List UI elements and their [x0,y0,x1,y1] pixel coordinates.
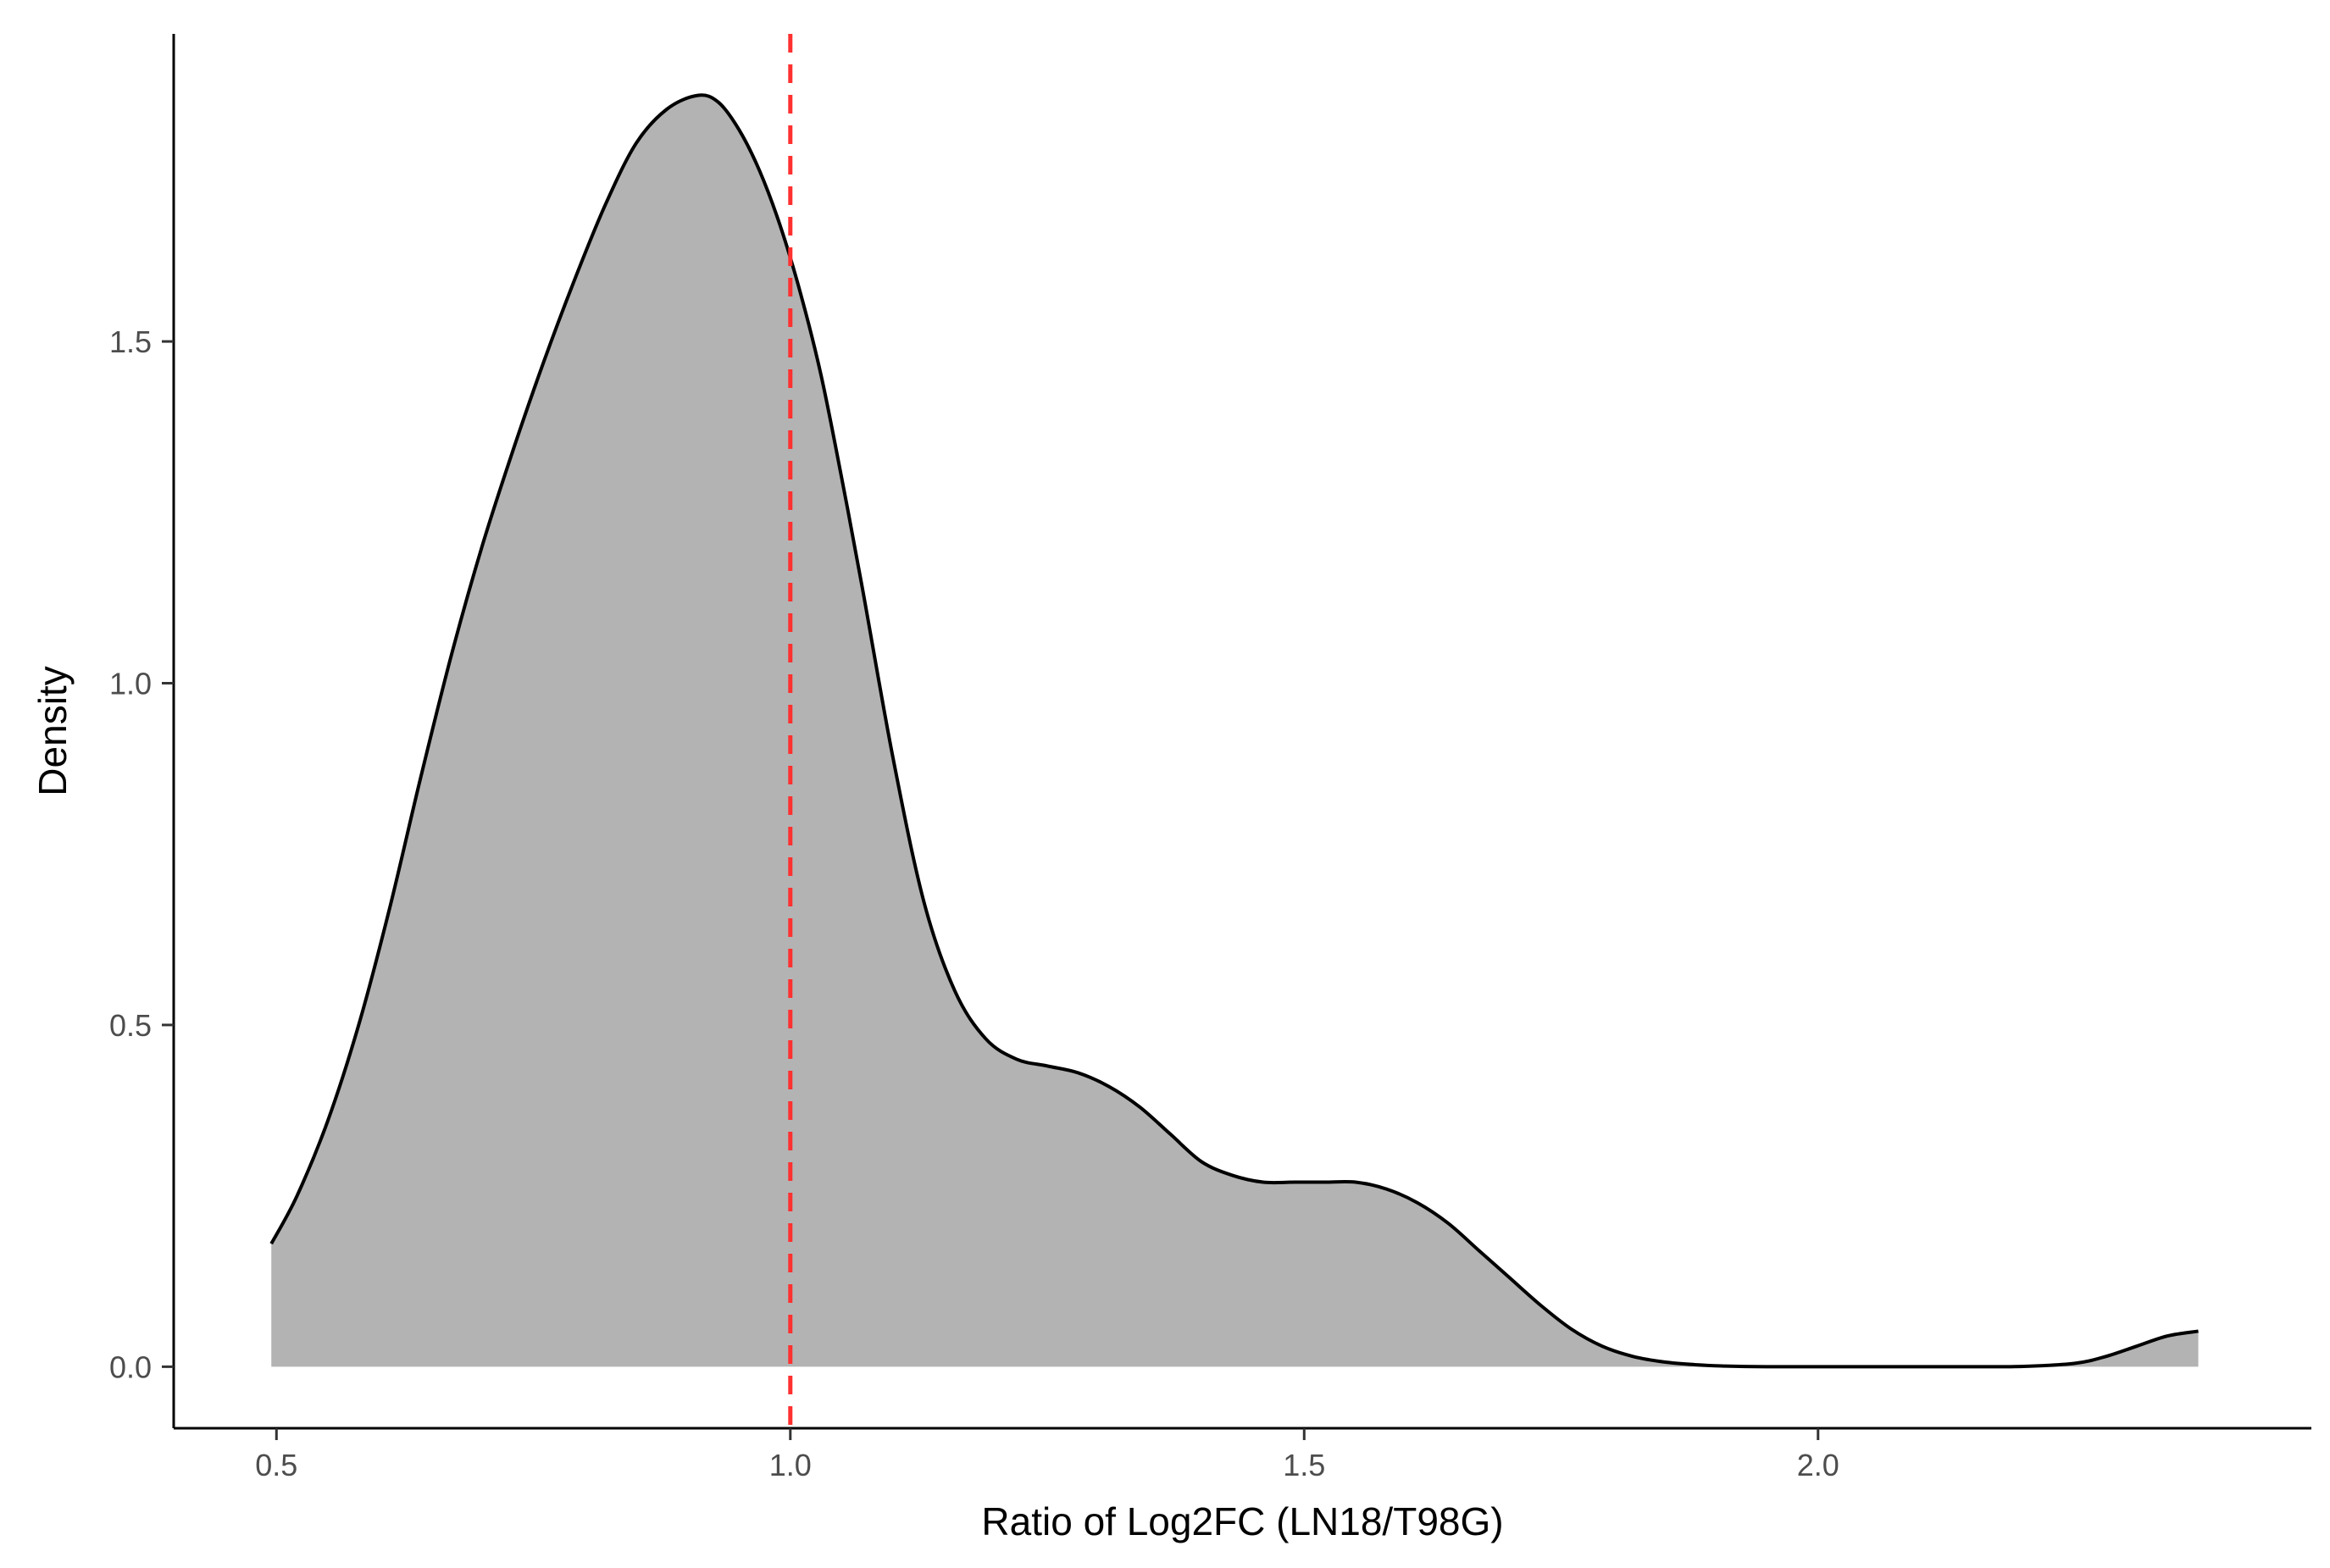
y-tick-label: 1.5 [109,324,152,359]
x-tick-label: 0.5 [255,1448,297,1482]
x-axis-title: Ratio of Log2FC (LN18/T98G) [981,1499,1503,1543]
y-tick-label: 0.0 [109,1349,152,1384]
density-area-fill [271,95,2199,1367]
density-curve-line [269,93,2199,1369]
y-tick-label: 1.0 [109,667,152,701]
x-tick-label: 1.0 [769,1448,812,1482]
y-axis-title: Density [31,666,75,795]
x-tick-label: 2.0 [1797,1448,1839,1482]
y-tick-label: 0.5 [109,1008,152,1043]
x-tick-label: 1.5 [1283,1448,1325,1482]
